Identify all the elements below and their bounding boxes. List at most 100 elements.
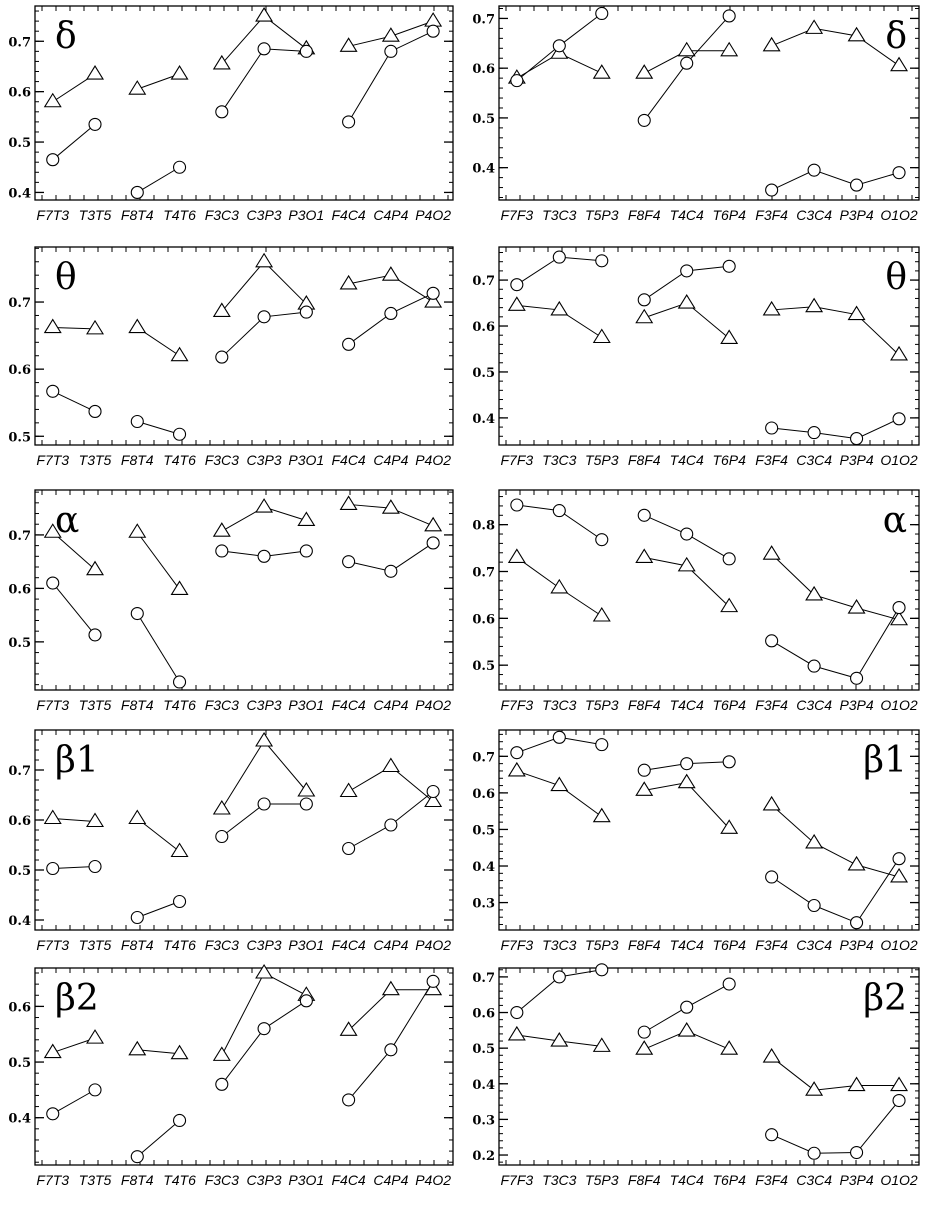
circle-marker <box>765 870 779 884</box>
x-tick-label: F3C3 <box>205 697 239 713</box>
circle-marker <box>46 576 60 590</box>
circle-marker <box>172 894 187 909</box>
circle-marker <box>680 56 694 70</box>
x-tick-label: F8F4 <box>628 1172 661 1188</box>
circle-marker <box>807 898 821 913</box>
triangle-marker <box>720 819 739 834</box>
circle-marker <box>765 634 779 648</box>
x-tick-label: T4T6 <box>163 207 196 223</box>
x-tick-label: C4P4 <box>373 697 408 713</box>
series-line-triangle <box>771 553 900 621</box>
circle-marker <box>257 42 271 56</box>
circle-marker <box>637 113 651 127</box>
circle-marker <box>299 305 313 319</box>
x-tick-label: F8T4 <box>121 1172 154 1188</box>
series-line-triangle <box>221 972 307 1056</box>
series-line-circle <box>348 30 434 123</box>
circle-marker <box>342 1093 356 1107</box>
triangle-marker <box>890 1076 909 1092</box>
plot-frame <box>34 489 454 691</box>
triangle-marker <box>43 1043 62 1059</box>
x-tick-label: F3C3 <box>205 452 239 468</box>
triangle-marker <box>86 1029 105 1044</box>
y-tick-label: 0.6 <box>472 62 495 77</box>
triangle-marker <box>339 1021 358 1036</box>
series-line-circle <box>136 1120 180 1158</box>
y-tick-label: 0.5 <box>472 112 495 127</box>
x-tick-label: F3C3 <box>205 1172 239 1188</box>
series-line-circle <box>52 582 96 636</box>
circle-marker <box>807 163 821 177</box>
circle-marker <box>426 784 440 799</box>
circle-marker <box>299 797 313 811</box>
circle-marker <box>172 675 187 689</box>
x-tick-label: T3C3 <box>542 697 576 713</box>
circle-marker <box>510 74 524 88</box>
triangle-marker <box>890 610 909 626</box>
circle-marker <box>257 797 271 811</box>
panel-title: β2 <box>55 978 99 1019</box>
series-line-circle <box>137 421 180 435</box>
circle-marker <box>552 730 566 744</box>
x-tick-label: T3C3 <box>542 1172 576 1188</box>
triangle-marker <box>255 731 274 747</box>
circle-marker <box>722 755 736 769</box>
series-line-triangle <box>771 306 900 356</box>
triangle-marker <box>297 781 316 797</box>
x-tick-label: O1O2 <box>880 697 918 713</box>
triangle-marker <box>339 495 358 510</box>
triangle-marker <box>43 809 62 825</box>
circle-marker <box>552 250 566 264</box>
triangle-marker <box>424 792 443 808</box>
y-tick-label: 0.6 <box>8 363 31 378</box>
y-tick-label: 0.7 <box>472 750 495 765</box>
x-tick-label: C3C4 <box>796 1172 832 1188</box>
x-tick-label: P3O1 <box>288 1172 324 1188</box>
circle-marker <box>384 306 398 320</box>
triangle-marker <box>297 511 316 527</box>
triangle-marker <box>128 80 147 95</box>
triangle-marker <box>550 300 569 316</box>
triangle-marker <box>635 64 654 79</box>
triangle-marker <box>635 781 654 796</box>
x-tick-label: P3O1 <box>288 697 324 713</box>
triangle-marker <box>128 318 147 334</box>
circle-marker <box>595 963 609 977</box>
y-tick-label: 0.7 <box>472 971 495 986</box>
x-tick-label: C4P4 <box>373 1172 408 1188</box>
x-tick-label: T4T6 <box>163 452 196 468</box>
triangle-marker <box>635 308 654 324</box>
y-tick-label: 0.7 <box>472 12 495 27</box>
triangle-marker <box>890 56 909 72</box>
x-tick-label: F7T3 <box>36 452 69 468</box>
y-tick-label: 0.7 <box>8 296 31 311</box>
triangle-marker <box>592 64 611 79</box>
triangle-marker <box>86 560 105 576</box>
panel-1: 0.4 0.5 0.6 0.7 F7F3 T3C3 T5P3 F8F4 T4C4 T6P4 F3F4… <box>472 5 920 223</box>
panel-title: β2 <box>863 978 907 1019</box>
circle-marker <box>88 117 102 131</box>
circle-marker <box>130 910 144 925</box>
triangle-marker <box>381 27 400 42</box>
panel-title: δ <box>885 16 907 57</box>
y-tick-label: 0.6 <box>8 814 31 829</box>
y-tick-label: 0.5 <box>8 864 31 879</box>
series-line-triangle <box>644 782 730 829</box>
series-line-circle <box>52 1089 96 1115</box>
x-tick-label: F7F3 <box>500 207 533 223</box>
circle-marker <box>510 746 524 760</box>
series-line-triangle <box>137 1049 180 1055</box>
triangle-marker <box>762 545 781 560</box>
circle-marker <box>130 606 144 621</box>
circle-marker <box>807 659 821 673</box>
series-line-circle <box>52 390 96 412</box>
circle-marker <box>342 555 356 569</box>
x-tick-label: P3O1 <box>288 452 324 468</box>
circle-marker <box>637 763 651 777</box>
series-line-circle <box>52 124 96 161</box>
circle-marker <box>384 44 398 58</box>
circle-marker <box>299 44 313 58</box>
y-tick-label: 0.8 <box>472 519 495 534</box>
plot-frame <box>498 5 920 201</box>
